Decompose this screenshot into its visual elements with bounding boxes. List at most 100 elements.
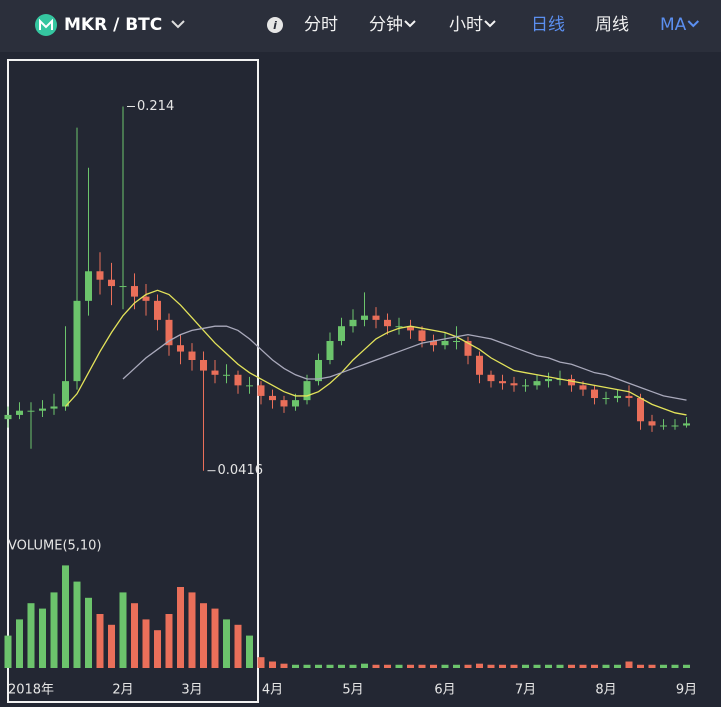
candle-body	[165, 319, 173, 346]
candle-body	[96, 271, 104, 280]
candle-body	[154, 300, 161, 320]
volume-bar	[177, 587, 184, 668]
candle-body	[119, 286, 127, 288]
candle-body	[16, 410, 23, 415]
volume-bar	[476, 663, 483, 668]
volume-bar	[556, 664, 564, 668]
volume-bar	[131, 603, 138, 668]
volume-bar	[280, 663, 288, 668]
candle-body	[602, 398, 610, 400]
x-tick-label: 7月	[515, 683, 536, 698]
annotation: 0.0416	[218, 463, 264, 478]
candle-body	[188, 351, 196, 360]
pair-chevron[interactable]	[171, 20, 185, 29]
volume-bar	[499, 664, 506, 668]
candle-body	[73, 300, 81, 382]
info-icon[interactable]	[267, 17, 283, 33]
candle-body	[441, 340, 449, 346]
candle-body	[315, 360, 322, 382]
candle-body	[660, 425, 667, 427]
candle-body	[625, 395, 633, 399]
candle-body	[292, 400, 299, 407]
candle-body	[246, 385, 253, 387]
x-tick-label: 5月	[342, 683, 363, 698]
candle-body	[545, 379, 552, 382]
toolbar	[0, 0, 721, 52]
tab-chevron[interactable]	[687, 20, 700, 28]
x-tick-label: 3月	[181, 683, 202, 698]
volume-bar	[614, 664, 621, 668]
volume-bar	[579, 664, 587, 668]
candle-body	[257, 385, 265, 396]
x-tick-label: 2018年	[8, 683, 54, 698]
candle-body	[50, 406, 58, 409]
volume-bar	[27, 603, 35, 668]
candle-body	[464, 340, 472, 356]
tab[interactable]: 分时	[304, 15, 338, 35]
candle-body	[637, 398, 644, 422]
candle-body	[579, 385, 587, 390]
candle-body	[648, 421, 656, 426]
candle-body	[211, 370, 219, 375]
volume-bar	[671, 664, 679, 668]
info-glyph[interactable]: i	[273, 19, 277, 32]
volume-bar	[510, 664, 518, 668]
volume-bar	[246, 635, 253, 668]
candle-body	[27, 410, 35, 412]
candle-body	[142, 296, 150, 301]
candle-body	[62, 381, 69, 407]
candle-body	[85, 271, 92, 301]
candle-body	[453, 340, 460, 342]
volume-bar	[200, 603, 207, 668]
volume-bar	[591, 664, 598, 668]
volume-bar	[96, 614, 104, 668]
volume-bar	[188, 592, 196, 668]
volume-bar	[338, 664, 345, 668]
candle-body	[269, 395, 276, 401]
candle-body	[671, 425, 679, 427]
candle-body	[280, 400, 288, 407]
volume-bar	[660, 664, 667, 668]
volume-bar	[487, 664, 495, 668]
candle-body	[418, 330, 426, 341]
candle-body	[591, 389, 598, 399]
volume-bar	[349, 664, 357, 668]
pair[interactable]: MKR / BTC	[64, 15, 162, 35]
candle-body	[683, 423, 690, 426]
candle-body	[200, 360, 207, 371]
candle-body	[131, 286, 138, 297]
tab[interactable]: MA	[660, 15, 687, 35]
volume-bar	[4, 635, 12, 668]
volume-bar	[625, 661, 633, 668]
volume-bar	[395, 664, 403, 668]
candle-body	[522, 385, 529, 387]
candle-body	[533, 381, 541, 386]
volume-bar	[568, 664, 575, 668]
tab-chevron[interactable]	[404, 20, 416, 28]
tab[interactable]: 日线	[531, 15, 565, 35]
tab-chevron[interactable]	[484, 20, 496, 28]
ma-line	[65, 289, 687, 416]
candle-body	[349, 319, 357, 327]
volume-bar	[533, 664, 541, 668]
candle-body	[430, 340, 437, 346]
volume-bar	[223, 619, 230, 668]
tab[interactable]: 小时	[449, 15, 483, 35]
volume-bar	[165, 614, 173, 668]
tab[interactable]: 周线	[595, 15, 629, 35]
candle-body	[326, 340, 334, 360]
candle-body	[407, 326, 414, 331]
candle-body	[234, 374, 242, 386]
volume-bar	[372, 664, 380, 668]
volume-bar	[50, 592, 58, 668]
volume-bar	[522, 664, 529, 668]
volume-bar	[62, 565, 69, 668]
coin-icon-glyph	[39, 18, 53, 30]
tab[interactable]: 分钟	[369, 15, 403, 35]
candle-body	[4, 414, 12, 420]
volume-bar	[453, 664, 460, 668]
volume-bar	[407, 664, 414, 668]
ma-line	[122, 325, 687, 401]
